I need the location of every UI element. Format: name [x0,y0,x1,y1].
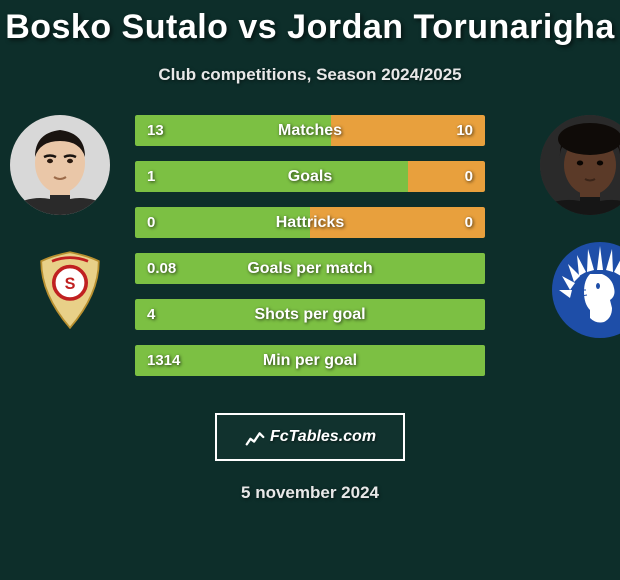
club-left-logo: S [20,240,120,340]
shield-icon: S [25,245,115,335]
player-right-avatar [540,115,620,215]
stat-value-left: 13 [147,115,164,146]
stat-label: Matches [135,115,485,146]
stat-value-left: 1314 [147,345,180,376]
club-right-logo [550,240,620,340]
stat-value-left: 1 [147,161,155,192]
stat-label: Min per goal [135,345,485,376]
stat-row: Matches13 10 [135,115,485,146]
player-left-face-icon [10,115,110,215]
logo-text: FcTables.com [270,428,376,446]
stat-row: Shots per goal4 [135,299,485,330]
chart-icon [244,426,266,448]
stat-value-left: 4 [147,299,155,330]
stats-area: S Matches 1 [0,115,620,395]
player-left-avatar [10,115,110,215]
stat-row: Goals1 0 [135,161,485,192]
subtitle: Club competitions, Season 2024/2025 [0,65,620,85]
stat-label: Goals per match [135,253,485,284]
svg-text:S: S [65,275,76,293]
date: 5 november 2024 [0,483,620,503]
stat-label: Goals [135,161,485,192]
stat-value-right: 10 [456,115,473,146]
stat-row: Goals per match0.08 [135,253,485,284]
fctables-logo[interactable]: FcTables.com [215,413,405,461]
player-right-face-icon [540,115,620,215]
stat-value-left: 0 [147,207,155,238]
page-title: Bosko Sutalo vs Jordan Torunarigha [0,0,620,47]
chief-icon [550,240,620,340]
stat-bars: Matches1310Goals10Hattricks00Goals per m… [135,115,485,391]
stat-row: Hattricks0 0 [135,207,485,238]
stat-label: Hattricks [135,207,485,238]
stat-row: Min per goal1314 [135,345,485,376]
stat-value-left: 0.08 [147,253,176,284]
stat-value-right: 0 [465,161,473,192]
stat-value-right: 0 [465,207,473,238]
stat-label: Shots per goal [135,299,485,330]
